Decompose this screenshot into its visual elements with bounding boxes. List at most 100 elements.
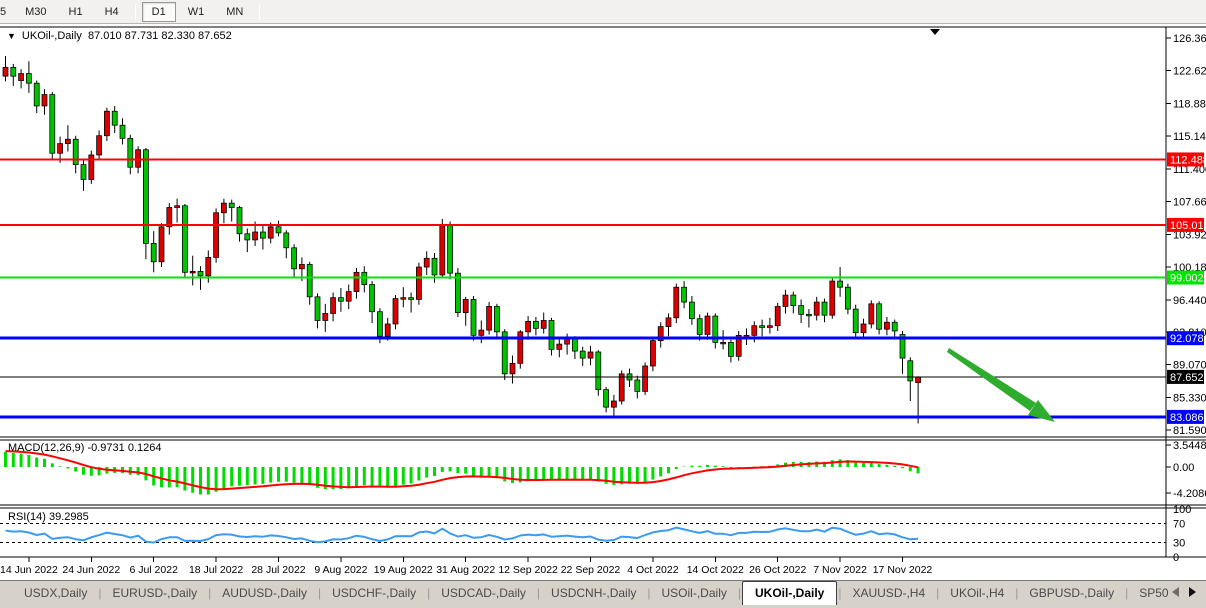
candle-body-up <box>213 212 219 258</box>
candle-body-up <box>41 94 48 107</box>
candle-body-up <box>743 334 750 338</box>
candle-body-up <box>587 351 594 359</box>
candle-body-down <box>447 224 453 274</box>
candle-body-down <box>845 286 851 310</box>
symbol-tabs: USDX,Daily | EURUSD-,Daily | AUDUSD-,Daily | U… <box>0 581 1168 605</box>
macd-indicator-label: MACD(12,26,9) -0.9731 0.1264 <box>8 442 162 454</box>
tab-separator: | <box>317 586 322 600</box>
price-chart-canvas[interactable]: 126.360 122.620 118.880 115.140 111.400 107.6… <box>0 26 1206 580</box>
candle-body-down <box>494 306 500 333</box>
candle-body-up <box>345 291 352 302</box>
price-level-badge-label: 92.078 <box>1170 333 1204 345</box>
tab-separator: | <box>936 586 940 600</box>
candle-body-up <box>704 315 711 335</box>
tab-gbpusd-daily[interactable]: GBPUSD-,Daily <box>1029 586 1115 600</box>
candle-body-up <box>618 373 625 402</box>
candle-body-down <box>291 247 297 270</box>
candle-body-up <box>18 73 24 81</box>
tab-sp500-h4[interactable]: SP500-,H4 <box>1139 586 1168 600</box>
timeframe-button-mn[interactable]: MN <box>226 5 244 18</box>
timeframe-button-5[interactable]: 5 <box>0 5 7 18</box>
candle-body-down <box>306 264 313 298</box>
candle-body-down <box>275 226 282 234</box>
tabs-scroll-right-icon[interactable] <box>1189 587 1196 597</box>
candle-body-down <box>314 296 321 321</box>
tab-separator: | <box>647 586 651 600</box>
symbol-tab-bar: USDX,Daily | EURUSD-,Daily | AUDUSD-,Daily | U… <box>0 580 1206 608</box>
timeframe-button-m30[interactable]: M30 <box>25 5 47 18</box>
price-level-badge <box>1167 217 1204 232</box>
timeframe-button-h4[interactable]: H4 <box>104 5 119 18</box>
candle-body-up <box>252 231 258 241</box>
tab-separator: | <box>98 586 102 600</box>
date-tick-label: 28 Jul 2022 <box>251 564 305 576</box>
rsi-axis-label: 70 <box>1173 518 1185 530</box>
price-tick-label: 122.620 <box>1173 66 1206 78</box>
price-level-badge-label: 99.002 <box>1170 273 1204 285</box>
candle-body-down <box>533 320 539 329</box>
candle-body-up <box>65 138 71 144</box>
tab-usdcad-daily[interactable]: USDCAD-,Daily <box>441 586 526 600</box>
rsi-indicator-label: RSI(14) 39.2985 <box>8 511 89 523</box>
candle-body-up <box>486 306 492 331</box>
price-tick-label: 81.590 <box>1173 425 1206 437</box>
rsi-axis-label: 100 <box>1173 504 1191 516</box>
tab-separator: | <box>536 586 541 600</box>
tab-usdx-daily[interactable]: USDX,Daily <box>24 586 88 600</box>
date-tick-label: 26 Oct 2022 <box>749 564 806 576</box>
chevron-down-icon[interactable]: ▼ <box>7 31 16 41</box>
candle-body-up <box>556 343 563 350</box>
timeframe-button-h1[interactable]: H1 <box>68 5 83 18</box>
candle-body-up <box>868 303 875 325</box>
candle-body-down <box>548 320 555 350</box>
trend-arrow-head[interactable] <box>1028 400 1055 422</box>
candle-body-down <box>369 284 375 313</box>
tabs-scroll-left-icon[interactable] <box>1172 587 1179 597</box>
trend-arrow-annotation[interactable] <box>947 348 1036 411</box>
candle-body-down <box>696 318 703 335</box>
candle-body-up <box>611 400 617 408</box>
price-level-badge <box>1167 409 1204 424</box>
candle-body-down <box>712 315 719 343</box>
candle-body-up <box>330 297 336 314</box>
candle-body-up <box>767 325 773 328</box>
price-level-badge-label: 87.652 <box>1170 372 1204 384</box>
candle-body-up <box>353 271 360 292</box>
candle-body-up <box>392 298 399 325</box>
candle-body-up <box>650 340 656 367</box>
tab-xauusd-h4[interactable]: XAUUSD-,H4 <box>852 586 926 600</box>
chart-window[interactable]: 126.360 122.620 118.880 115.140 111.400 107.6… <box>0 26 1206 580</box>
candle-body-up <box>416 266 422 300</box>
candle-body-up <box>774 306 781 327</box>
candle-body-up <box>400 297 407 300</box>
tab-eurusd-daily[interactable]: EURUSD-,Daily <box>112 586 198 600</box>
tab-ukoil-h4[interactable]: UKOil-,H4 <box>950 586 1005 600</box>
candle-body-up <box>673 286 680 319</box>
candle-body-down <box>72 138 79 165</box>
candle-body-up <box>915 376 921 383</box>
tab-separator: | <box>737 586 741 600</box>
chart-shift-marker-icon[interactable] <box>930 29 940 35</box>
candle-body-up <box>829 280 836 316</box>
candle-body-up <box>267 226 274 239</box>
toolbar-separator <box>134 3 136 20</box>
candle-body-down <box>111 110 118 126</box>
timeframe-button-w1[interactable]: W1 <box>187 5 205 18</box>
tab-ukoil-daily[interactable]: UKOil-,Daily <box>741 581 838 605</box>
tab-usoil-daily[interactable]: USOil-,Daily <box>661 586 727 600</box>
candle-body-down <box>595 351 602 391</box>
price-tick-label: 115.140 <box>1173 131 1206 143</box>
candle-body-down <box>244 233 251 241</box>
candle-body-up <box>517 331 524 364</box>
price-level-badge <box>1167 331 1204 346</box>
date-tick-label: 17 Nov 2022 <box>873 564 933 576</box>
tab-audusd-daily[interactable]: AUDUSD-,Daily <box>222 586 307 600</box>
date-tick-label: 19 Aug 2022 <box>374 564 433 576</box>
candle-body-down <box>338 297 344 302</box>
candle-body-up <box>174 205 180 208</box>
tab-usdchf-daily[interactable]: USDCHF-,Daily <box>332 586 417 600</box>
tab-usdcnh-daily[interactable]: USDCNH-,Daily <box>551 586 637 600</box>
timeframe-button-d1[interactable]: D1 <box>141 1 176 22</box>
price-level-badge-label: 105.015 <box>1170 220 1206 232</box>
candle-body-down <box>689 301 695 320</box>
